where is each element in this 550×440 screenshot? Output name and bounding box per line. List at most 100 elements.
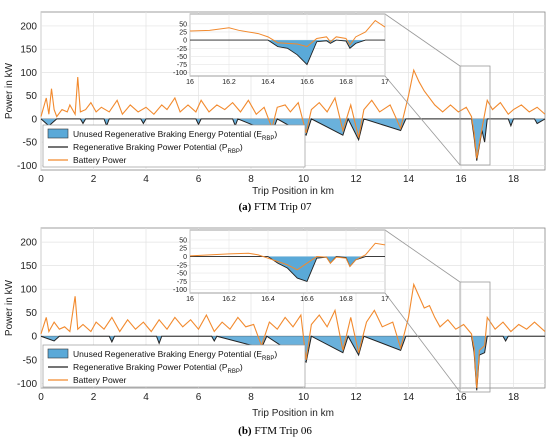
legend-label-prbp: Regenerative Braking Power Potential (PR…	[73, 142, 243, 155]
legend-label-erbp-end: )	[274, 129, 277, 139]
legend-box	[42, 124, 306, 168]
inset-x-tick-label: 16.4	[261, 79, 275, 86]
legend-label-prbp-subscript: RBP	[228, 369, 240, 375]
inset-y-tick-label: -50	[177, 54, 187, 61]
y-tick-label: 150	[20, 45, 37, 56]
inset-x-tick-label: 16.2	[222, 79, 236, 86]
series-battery-line	[40, 68, 546, 159]
legend: Unused Regenerative Braking Energy Poten…	[42, 124, 306, 168]
x-tick-label: 14	[403, 392, 415, 403]
y-tick-label: 200	[20, 21, 37, 32]
zoom-connector	[384, 292, 461, 393]
zoom-box	[459, 281, 491, 393]
x-tick-label: 12	[350, 174, 362, 185]
x-tick-label: 8	[248, 174, 254, 185]
legend-swatch-erbp	[47, 128, 69, 139]
legend-label-erbp-subscript: RBP	[262, 356, 274, 362]
legend-label-erbp-end: )	[274, 349, 277, 359]
caption-label: (a)	[238, 201, 254, 213]
legend-label-prbp: Regenerative Braking Power Potential (PR…	[73, 362, 243, 375]
x-tick-label: 6	[196, 174, 202, 185]
inset-x-tick-label: 16.4	[261, 296, 275, 303]
inset-x-tick-label: 17	[381, 296, 389, 303]
legend-label-battery: Battery Power	[73, 155, 127, 165]
x-axis-label: Trip Position in km	[252, 408, 334, 419]
chart-panel-2: 0 2 4 6 8 10 12 14 16 18 -100 -50 0 50 100 150 200 Trip P…	[4, 227, 546, 437]
legend-box	[42, 344, 306, 388]
x-tick-label: 6	[196, 392, 202, 403]
y-tick-label: 0	[31, 114, 37, 125]
inset-y-tick-label: 25	[179, 246, 187, 253]
x-tick-label: 12	[350, 392, 362, 403]
caption-text: FTM Trip 07	[254, 201, 312, 213]
y-axis-label: Power in kW	[4, 62, 15, 119]
inset-y-tick-label: 25	[179, 29, 187, 36]
inset-y-tick-label: 0	[183, 254, 187, 261]
inset-y-tick-label: -75	[177, 279, 187, 286]
inset-y-tick-label: 50	[179, 21, 187, 28]
x-tick-label: 4	[143, 174, 149, 185]
legend-label-battery: Battery Power	[73, 375, 127, 385]
y-tick-label: -50	[23, 138, 38, 149]
inset-x-tick-label: 16.2	[222, 296, 236, 303]
chart-panel-1: 0 2 4 6 8 10 12 14 16 18 -100 -50 0 50 100 150 200 Trip P…	[4, 11, 546, 213]
zoom-connector	[384, 229, 461, 283]
y-tick-label: 100	[20, 68, 37, 79]
series-battery-line	[40, 282, 546, 389]
x-tick-label: 10	[298, 174, 310, 185]
x-tick-label: 2	[91, 392, 97, 403]
y-tick-label: 150	[20, 261, 37, 272]
figure-caption: (b) FTM Trip 06	[238, 425, 312, 437]
y-tick-label: -100	[17, 161, 37, 172]
legend-label-prbp-subscript: RBP	[228, 149, 240, 155]
y-tick-label: 200	[20, 238, 37, 249]
inset-y-tick-label: -25	[177, 46, 187, 53]
legend-label-prbp-end: )	[240, 142, 243, 152]
legend-swatch-erbp	[47, 348, 69, 359]
y-axis-label: Power in kW	[4, 279, 15, 336]
inset-y-tick-label: -100	[173, 287, 187, 294]
legend-label-erbp-subscript: RBP	[262, 136, 274, 142]
y-tick-label: 100	[20, 285, 37, 296]
y-tick-label: 50	[26, 308, 38, 319]
zoom-connector	[384, 13, 461, 67]
x-axis-label: Trip Position in km	[252, 186, 334, 197]
y-tick-label: 50	[26, 91, 38, 102]
x-tick-label: 14	[403, 174, 415, 185]
inset-x-tick-label: 16.8	[339, 79, 353, 86]
inset-erbp-area	[190, 256, 385, 282]
series-prbp-line	[40, 334, 545, 391]
caption-text: FTM Trip 06	[254, 425, 312, 437]
legend-label-erbp: Unused Regenerative Braking Energy Poten…	[73, 349, 277, 362]
x-tick-label: 16	[455, 392, 467, 403]
inset-x-tick-label: 16.6	[300, 296, 314, 303]
inset-y-tick-label: 0	[183, 38, 187, 45]
zoom-box	[459, 65, 491, 166]
x-tick-label: 2	[91, 174, 97, 185]
x-tick-label: 18	[508, 392, 520, 403]
x-tick-label: 4	[143, 392, 149, 403]
inset-x-tick-label: 16	[186, 79, 194, 86]
inset-x-tick-label: 16.8	[339, 296, 353, 303]
legend: Unused Regenerative Braking Energy Poten…	[42, 344, 306, 388]
inset-prbp-line	[190, 39, 385, 66]
inset-x-tick-label: 16.6	[300, 79, 314, 86]
y-tick-label: -100	[17, 379, 37, 390]
y-tick-label: -50	[23, 355, 38, 366]
inset-y-tick-label: -75	[177, 62, 187, 69]
x-tick-label: 0	[38, 174, 44, 185]
legend-label-erbp: Unused Regenerative Braking Energy Poten…	[73, 129, 277, 142]
x-tick-label: 10	[298, 392, 310, 403]
inset-y-tick-label: -100	[173, 70, 187, 77]
x-tick-label: 18	[508, 174, 520, 185]
inset-y-tick-label: 50	[179, 237, 187, 244]
caption-label: (b)	[238, 425, 254, 437]
inset-x-tick-label: 16	[186, 296, 194, 303]
x-tick-label: 8	[248, 392, 254, 403]
inset-x-tick-label: 17	[381, 79, 389, 86]
inset-y-tick-label: -25	[177, 262, 187, 269]
zoom-connector	[384, 75, 461, 166]
